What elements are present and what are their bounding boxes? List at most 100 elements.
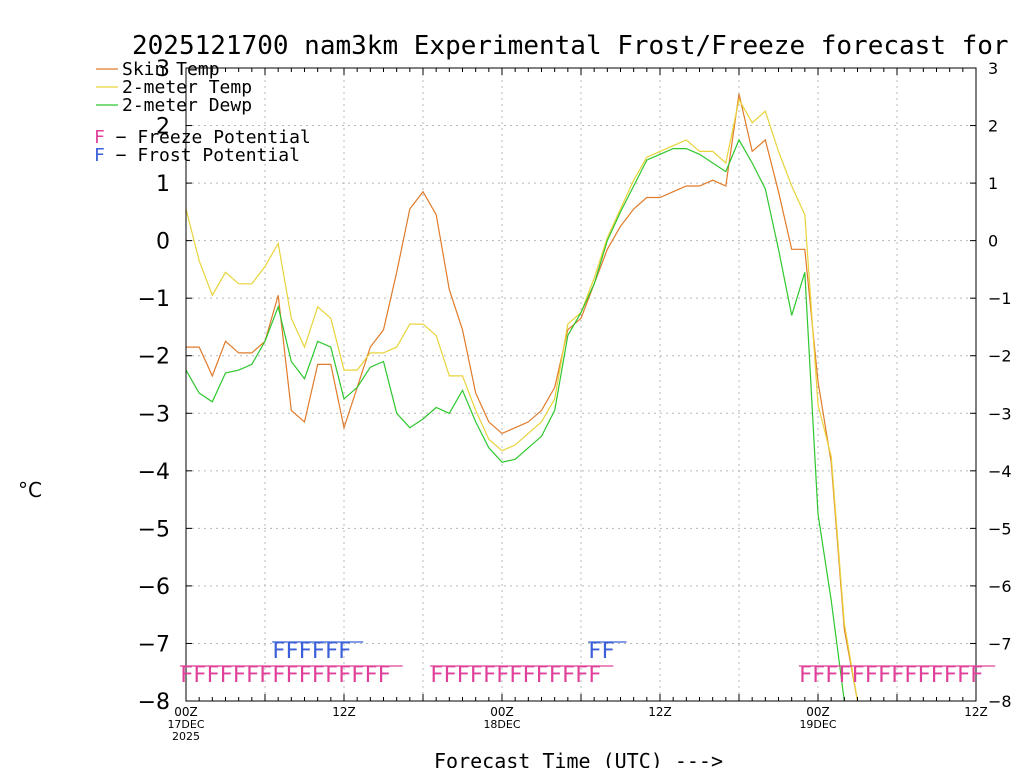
y-tick-label: −3 <box>138 402 170 427</box>
y-tick-label-right: −7 <box>988 634 1012 653</box>
freeze-marker: F <box>193 663 206 688</box>
freeze-marker: F <box>536 663 549 688</box>
freeze-marker: F <box>562 663 575 688</box>
freeze-marker: F <box>575 663 588 688</box>
x-tick-label: 19DEC <box>799 718 836 731</box>
series-layer <box>186 93 859 701</box>
y-tick-label-right: −6 <box>988 577 1012 596</box>
freeze-marker: F <box>549 663 562 688</box>
y-tick-label-right: −4 <box>988 462 1012 481</box>
y-tick-label-right: −3 <box>988 404 1012 423</box>
legend-label: Skin Temp <box>122 59 220 80</box>
freeze-marker: F <box>246 663 259 688</box>
potential-legend-label: F − Freeze Potential <box>94 127 311 148</box>
y-tick-label-right: −5 <box>988 519 1012 538</box>
x-axis-label: Forecast Time (UTC) ---> <box>434 749 723 768</box>
frost-marker: F <box>312 639 325 664</box>
frost-marker: F <box>325 639 338 664</box>
freeze-marker: F <box>378 663 391 688</box>
freeze-marker: F <box>838 663 851 688</box>
freeze-marker: F <box>891 663 904 688</box>
axis-ticks: −8 −8 −7 −7 −6 −6 −5 −5 −4 −4 −3 −3 −2 −2 −1 −1 0 0 1 1 2 2 3 3… <box>138 57 1012 743</box>
freeze-marker: F <box>970 663 983 688</box>
chart-title: 2025121700 nam3km Experimental Frost/Fre… <box>132 31 1024 61</box>
freeze-marker: F <box>812 663 825 688</box>
freeze-marker: F <box>944 663 957 688</box>
frost-marker: F <box>338 639 351 664</box>
freeze-marker: F <box>917 663 930 688</box>
x-tick-label: 12Z <box>964 705 988 719</box>
y-tick-label-right: 0 <box>988 232 998 251</box>
freeze-marker: F <box>483 663 496 688</box>
y-axis-label: °C <box>18 478 42 502</box>
freeze-marker: F <box>457 663 470 688</box>
frost-marker: F <box>588 639 601 664</box>
frost-marker: F <box>601 639 614 664</box>
freeze-marker: F <box>351 663 364 688</box>
frost-marker: F <box>299 639 312 664</box>
freeze-marker: F <box>285 663 298 688</box>
frost-marker: F <box>272 639 285 664</box>
freeze-marker: F <box>865 663 878 688</box>
y-tick-label: −4 <box>138 460 170 485</box>
freeze-marker: F <box>509 663 522 688</box>
y-tick-label: 1 <box>156 172 170 197</box>
freeze-marker: F <box>233 663 246 688</box>
y-tick-label: −6 <box>138 575 170 600</box>
freeze-marker: F <box>430 663 443 688</box>
y-tick-label: 3 <box>156 57 170 82</box>
freeze-marker: F <box>364 663 377 688</box>
y-tick-label: −2 <box>138 345 170 370</box>
series-line-skin-temp <box>186 93 859 701</box>
freeze-marker: F <box>180 663 193 688</box>
freeze-marker: F <box>338 663 351 688</box>
freeze-marker: F <box>799 663 812 688</box>
y-tick-label-right: −1 <box>988 289 1012 308</box>
freeze-marker: F <box>206 663 219 688</box>
x-tick-label: 18DEC <box>483 718 520 731</box>
freeze-marker: F <box>852 663 865 688</box>
y-tick-label: −5 <box>138 517 170 542</box>
freeze-marker: F <box>878 663 891 688</box>
freeze-marker: F <box>443 663 456 688</box>
x-tick-label: 00Z <box>490 705 514 719</box>
legend-label: 2-meter Temp <box>122 77 252 98</box>
freeze-marker: F <box>220 663 233 688</box>
x-tick-label: 12Z <box>332 705 356 719</box>
y-tick-label: 0 <box>156 230 170 255</box>
y-tick-label: −7 <box>138 632 170 657</box>
freeze-marker: F <box>299 663 312 688</box>
y-tick-label: 2 <box>156 115 170 140</box>
y-tick-label-right: −8 <box>988 692 1012 711</box>
series-line-2-meter-temp <box>186 97 859 701</box>
potential-legend-label: F − Frost Potential <box>94 145 300 166</box>
freeze-marker: F <box>522 663 535 688</box>
freeze-marker: F <box>825 663 838 688</box>
freeze-marker: F <box>496 663 509 688</box>
x-tick-label: 00Z <box>806 705 830 719</box>
series-line-2-meter-dewp <box>186 138 845 701</box>
y-tick-label: −8 <box>138 690 170 715</box>
x-tick-label: 17DEC <box>167 718 204 731</box>
plot-frame <box>185 67 977 702</box>
freeze-marker: F <box>957 663 970 688</box>
freeze-marker: F <box>312 663 325 688</box>
x-tick-label: 12Z <box>648 705 672 719</box>
y-tick-label-right: 2 <box>988 117 998 136</box>
freeze-marker: F <box>904 663 917 688</box>
freeze-marker: F <box>470 663 483 688</box>
y-tick-label: −1 <box>138 287 170 312</box>
frost-marker: F <box>285 639 298 664</box>
freeze-marker: F <box>325 663 338 688</box>
freeze-marker: F <box>931 663 944 688</box>
legend-label: 2-meter Dewp <box>122 95 252 116</box>
y-tick-label-right: 1 <box>988 174 998 193</box>
y-tick-label-right: −2 <box>988 347 1012 366</box>
freeze-marker: F <box>588 663 601 688</box>
x-tick-label: 2025 <box>172 730 200 743</box>
y-tick-label-right: 3 <box>988 59 998 78</box>
freeze-marker: F <box>259 663 272 688</box>
